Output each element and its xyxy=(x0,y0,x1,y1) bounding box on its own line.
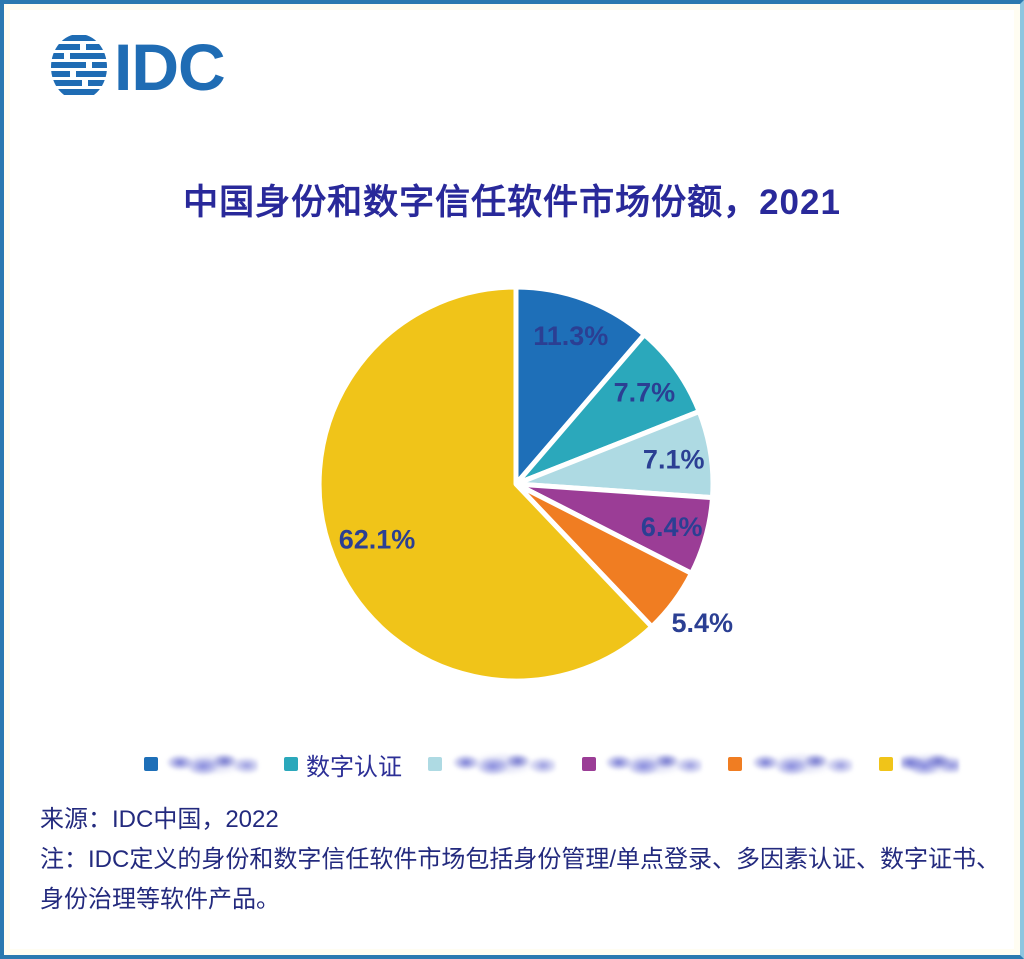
legend-label-redacted xyxy=(901,749,959,779)
legend-marker xyxy=(879,757,893,771)
pie-slice xyxy=(316,284,655,684)
pie-slice-label: 5.4% xyxy=(672,608,734,638)
pie-slice xyxy=(513,284,647,487)
legend-item xyxy=(728,749,853,779)
legend-item xyxy=(582,749,702,779)
idc-globe-icon xyxy=(51,35,107,95)
legend-label: 数字认证 xyxy=(306,753,402,781)
pie-slice-label: 7.1% xyxy=(643,445,705,475)
note-line-1: 注：IDC定义的身份和数字信任软件市场包括身份管理/单点登录、多因素认证、数字证… xyxy=(40,846,1000,873)
legend-item: 数字认证 xyxy=(284,747,402,782)
legend-marker xyxy=(728,757,742,771)
legend-marker xyxy=(284,757,298,771)
idc-logo-text: IDC xyxy=(114,30,226,104)
legend-item xyxy=(879,749,959,779)
footer-notes: 来源：IDC中国，2022 注：IDC定义的身份和数字信任软件市场包括身份管理/… xyxy=(40,800,1000,920)
legend-item xyxy=(428,749,556,779)
legend-label-redacted xyxy=(450,749,556,779)
source-line: 来源：IDC中国，2022 xyxy=(40,806,279,833)
pie-slice-label: 11.3% xyxy=(533,321,608,351)
idc-logo: IDC xyxy=(50,30,226,104)
legend-marker xyxy=(144,757,158,771)
legend: 数字认证 xyxy=(144,746,985,782)
pie-slice-label: 7.7% xyxy=(614,378,676,408)
legend-label-redacted xyxy=(166,749,258,779)
legend-marker xyxy=(428,757,442,771)
legend-label-redacted xyxy=(750,749,853,779)
note-line-2: 身份治理等软件产品。 xyxy=(40,886,280,913)
legend-label-redacted xyxy=(604,749,702,779)
pie-slice-label: 62.1% xyxy=(339,525,416,555)
chart-title: 中国身份和数字信任软件市场份额，2021 xyxy=(183,183,841,222)
pie-chart: 11.3%7.7% 7.1% 6.4% 5.4% 62.1% xyxy=(316,284,734,684)
legend-item xyxy=(144,749,258,779)
legend-marker xyxy=(582,757,596,771)
pie-slice-label: 6.4% xyxy=(641,512,703,542)
